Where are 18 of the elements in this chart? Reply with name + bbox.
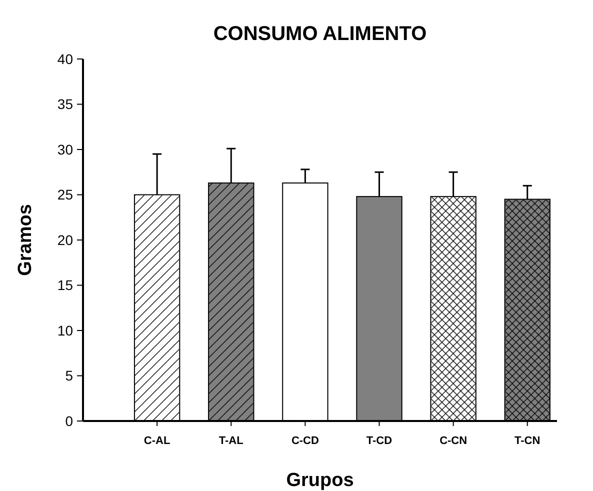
y-tick-label: 10 (57, 322, 74, 338)
x-tick-label: C-AL (144, 435, 170, 447)
y-tick-label: 35 (57, 96, 74, 112)
chart-title: CONSUMO ALIMENTO (213, 23, 427, 45)
y-tick-label: 15 (57, 277, 74, 294)
x-tick-label: T-CN (514, 435, 540, 447)
y-axis-title: Gramos (15, 204, 36, 276)
y-tick-label: 5 (65, 368, 74, 384)
y-tick-label: 25 (57, 186, 74, 203)
y-tick-label: 40 (57, 50, 74, 67)
x-tick-label: T-AL (218, 435, 244, 447)
x-tick-label: C-CD (291, 435, 319, 447)
x-tick-label: T-CD (366, 435, 392, 447)
y-tick-label: 20 (57, 232, 74, 248)
x-tick-label: C-CN (440, 435, 468, 447)
y-tick-label: 0 (65, 412, 74, 429)
x-axis-title: Grupos (286, 470, 354, 491)
y-tick-label: 30 (57, 141, 74, 158)
